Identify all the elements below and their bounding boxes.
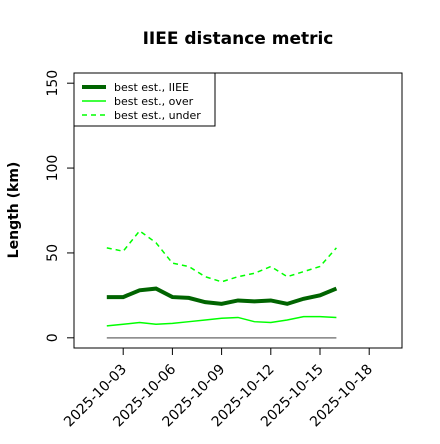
y-tick-label: 0 — [45, 333, 61, 342]
legend-box — [73, 72, 216, 127]
legend-label: best est., under — [114, 109, 201, 122]
series-line — [106, 315, 337, 327]
y-tick-label: 50 — [45, 244, 61, 262]
legend-label: best est., over — [114, 95, 194, 108]
y-axis-label: Length (km) — [6, 162, 22, 259]
chart-title: IIEE distance metric — [143, 29, 334, 49]
plot-frame — [73, 72, 403, 349]
y-tick-label: 150 — [45, 70, 61, 97]
series-line — [106, 229, 337, 283]
y-tick-label: 100 — [45, 155, 61, 182]
series-line — [106, 286, 338, 306]
legend-label: best est., IIEE — [114, 81, 189, 94]
